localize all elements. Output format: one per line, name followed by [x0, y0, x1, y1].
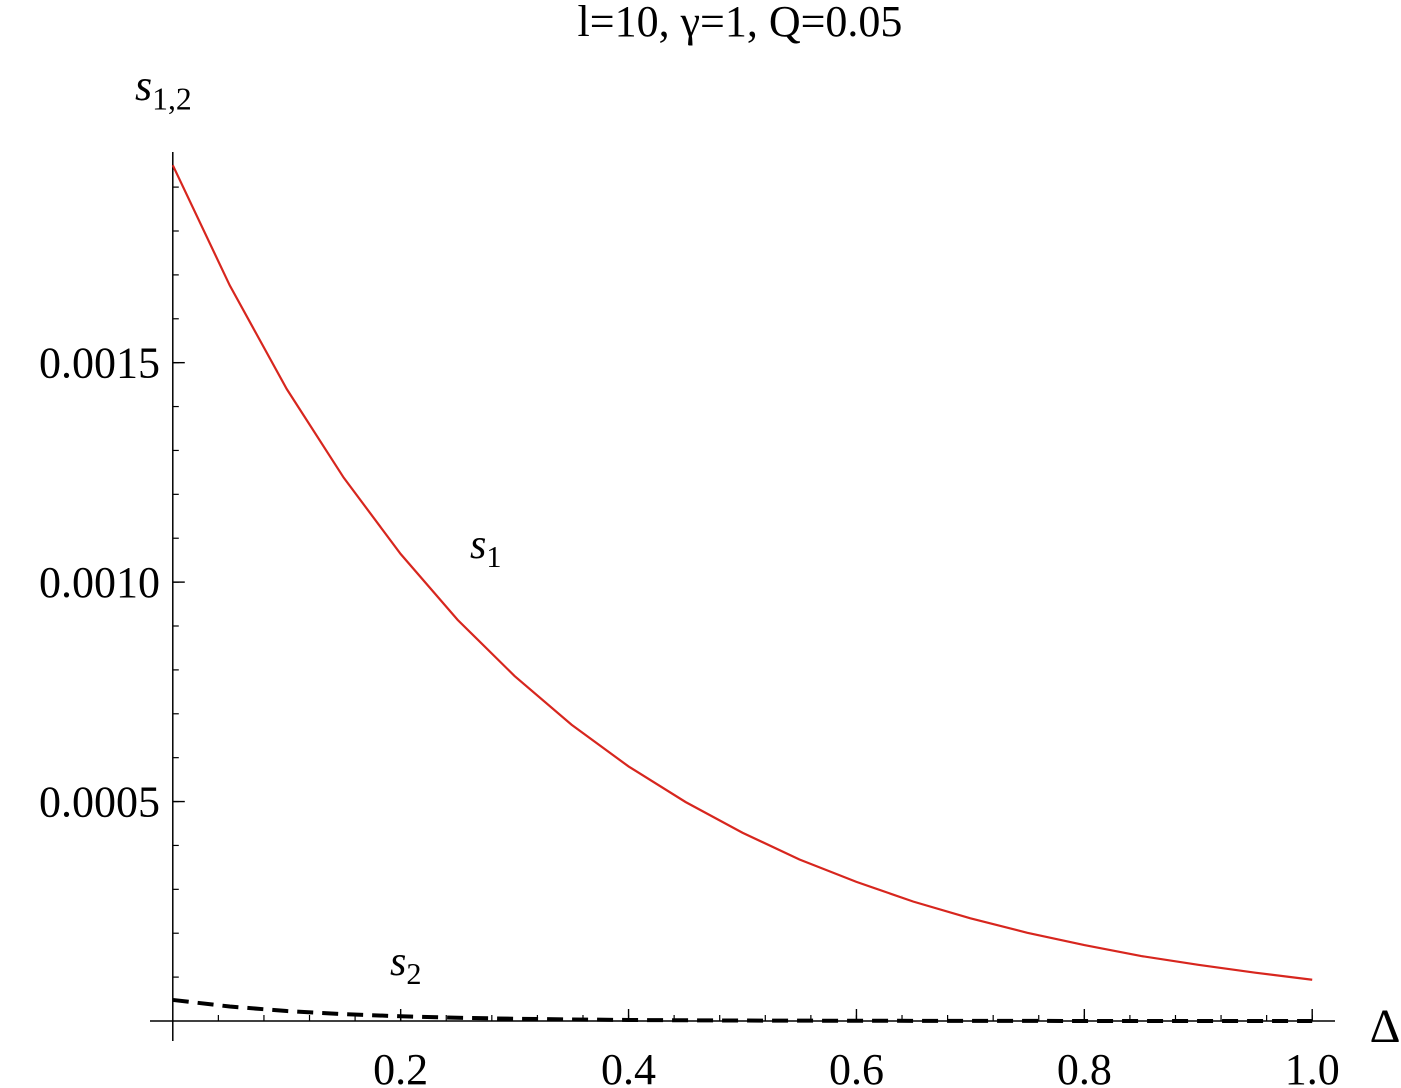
y-tick-label: 0.0010	[39, 558, 160, 607]
x-tick-label: 0.4	[601, 1045, 656, 1088]
y-tick-label: 0.0005	[39, 778, 160, 827]
x-tick-label: 0.6	[829, 1045, 884, 1088]
y-axis-label: s1,2	[135, 61, 192, 117]
line-series	[171, 164, 1313, 981]
series-label: s2	[390, 939, 421, 991]
x-axis-label: Δ	[1370, 1000, 1401, 1053]
x-tick-label: 0.2	[373, 1045, 428, 1088]
line-series	[172, 997, 1313, 1023]
series-label: s1	[470, 522, 501, 574]
x-tick-label: 1.0	[1285, 1045, 1340, 1088]
chart-title: l=10, γ=1, Q=0.05	[578, 0, 903, 46]
x-tick-label: 0.8	[1057, 1045, 1112, 1088]
y-tick-label: 0.0015	[39, 339, 160, 388]
